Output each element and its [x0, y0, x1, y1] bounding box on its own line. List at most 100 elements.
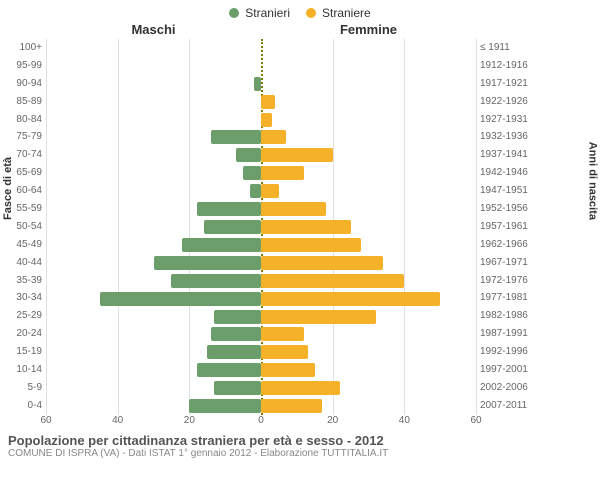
bar-male: [189, 399, 261, 413]
bar-female: [261, 184, 279, 198]
pyramid-row: [46, 148, 476, 162]
age-band-label: 15-19: [16, 343, 42, 361]
birth-year-label: 1957-1961: [480, 218, 528, 236]
legend-label-female: Straniere: [322, 6, 371, 20]
birth-year-label: 1982-1986: [480, 307, 528, 325]
age-band-label: 40-44: [16, 254, 42, 272]
age-band-label: 65-69: [16, 164, 42, 182]
chart-title: Popolazione per cittadinanza straniera p…: [8, 433, 592, 448]
bar-male: [236, 148, 261, 162]
pyramid-row: [46, 345, 476, 359]
x-tick: 60: [40, 415, 51, 426]
bar-male: [204, 220, 261, 234]
birth-year-label: 1922-1926: [480, 93, 528, 111]
bar-female: [261, 274, 404, 288]
pyramid-row: [46, 399, 476, 413]
pyramid-row: [46, 256, 476, 270]
birth-year-label: 1992-1996: [480, 343, 528, 361]
bar-female: [261, 292, 440, 306]
birth-year-label: 1952-1956: [480, 200, 528, 218]
age-band-label: 100+: [19, 39, 42, 57]
age-band-label: 20-24: [16, 325, 42, 343]
chart-subtitle: COMUNE DI ISPRA (VA) - Dati ISTAT 1° gen…: [8, 448, 592, 459]
age-band-label: 95-99: [16, 57, 42, 75]
birth-year-label: 1997-2001: [480, 361, 528, 379]
birth-year-label: 1962-1966: [480, 236, 528, 254]
age-band-label: 60-64: [16, 182, 42, 200]
x-tick: 20: [327, 415, 338, 426]
bar-female: [261, 381, 340, 395]
age-band-label: 10-14: [16, 361, 42, 379]
birth-year-label: 1977-1981: [480, 289, 528, 307]
age-band-label: 50-54: [16, 218, 42, 236]
bar-male: [207, 345, 261, 359]
bar-female: [261, 220, 351, 234]
pyramid-row: [46, 113, 476, 127]
age-band-label: 70-74: [16, 146, 42, 164]
pyramid-row: [46, 184, 476, 198]
birth-year-label: 1912-1916: [480, 57, 528, 75]
age-band-label: 0-4: [28, 397, 42, 415]
pyramid-row: [46, 77, 476, 91]
chart-body: 100+95-9990-9485-8980-8475-7970-7465-696…: [0, 39, 600, 415]
birth-year-label: 1972-1976: [480, 272, 528, 290]
pyramid-row: [46, 274, 476, 288]
bar-male: [243, 166, 261, 180]
legend-swatch-male: [229, 8, 239, 18]
col-header-female: Femmine: [261, 22, 476, 37]
age-band-label: 90-94: [16, 75, 42, 93]
birth-year-label: 1947-1951: [480, 182, 528, 200]
age-band-label: 5-9: [28, 379, 42, 397]
age-band-label: 25-29: [16, 307, 42, 325]
birth-year-label: 1942-1946: [480, 164, 528, 182]
birth-year-label: ≤ 1911: [480, 39, 510, 57]
col-header-male: Maschi: [46, 22, 261, 37]
legend-item-female: Straniere: [306, 6, 371, 20]
bar-male: [197, 363, 262, 377]
pyramid-row: [46, 166, 476, 180]
bar-male: [100, 292, 261, 306]
x-tick: 40: [399, 415, 410, 426]
pyramid-row: [46, 41, 476, 55]
y-axis-age: 100+95-9990-9485-8980-8475-7970-7465-696…: [0, 39, 46, 415]
pyramid-row: [46, 95, 476, 109]
bar-female: [261, 399, 322, 413]
bar-male: [250, 184, 261, 198]
population-pyramid-chart: { "legend": [ { "label": "Stranieri", "c…: [0, 0, 600, 500]
gridline: [476, 39, 477, 415]
birth-year-label: 1927-1931: [480, 111, 528, 129]
x-axis: 6040200204060: [46, 415, 476, 431]
bar-female: [261, 148, 333, 162]
bar-male: [154, 256, 262, 270]
bar-female: [261, 166, 304, 180]
x-tick: 20: [184, 415, 195, 426]
age-band-label: 80-84: [16, 111, 42, 129]
bar-male: [171, 274, 261, 288]
birth-year-label: 1987-1991: [480, 325, 528, 343]
birth-year-label: 2007-2011: [480, 397, 527, 415]
bar-male: [254, 77, 261, 91]
y-axis-birth: ≤ 19111912-19161917-19211922-19261927-19…: [476, 39, 542, 415]
pyramid-row: [46, 202, 476, 216]
plot-area: [46, 39, 476, 415]
pyramid-row: [46, 292, 476, 306]
bar-male: [214, 381, 261, 395]
birth-year-label: 1932-1936: [480, 128, 528, 146]
bar-female: [261, 95, 275, 109]
bar-male: [211, 327, 261, 341]
pyramid-row: [46, 310, 476, 324]
bar-male: [182, 238, 261, 252]
column-headers: Maschi Femmine: [0, 20, 600, 39]
bar-female: [261, 130, 286, 144]
age-band-label: 85-89: [16, 93, 42, 111]
age-band-label: 55-59: [16, 200, 42, 218]
bar-female: [261, 202, 326, 216]
x-tick: 40: [112, 415, 123, 426]
pyramid-row: [46, 327, 476, 341]
bar-female: [261, 310, 376, 324]
pyramid-row: [46, 59, 476, 73]
pyramid-row: [46, 381, 476, 395]
x-tick: 0: [258, 415, 264, 426]
bar-male: [214, 310, 261, 324]
bar-male: [197, 202, 262, 216]
